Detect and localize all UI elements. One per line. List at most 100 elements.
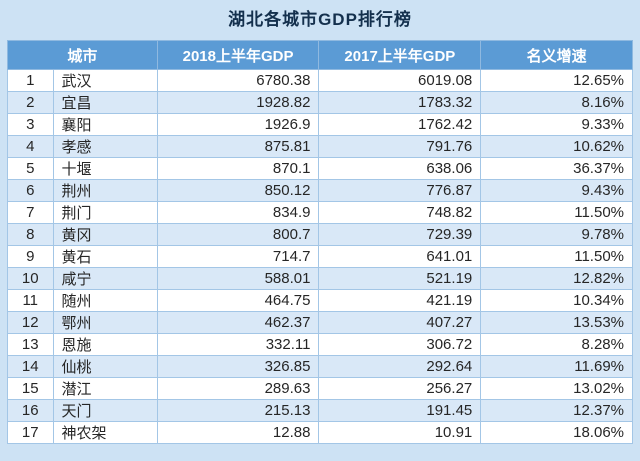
growth-cell: 8.16% — [480, 91, 633, 114]
rank-cell: 4 — [7, 135, 54, 158]
table-row: 8 黄冈 800.7 729.39 9.78% — [7, 223, 633, 246]
gdp-2018-cell: 215.13 — [156, 399, 320, 422]
gdp-2018-cell: 850.12 — [156, 179, 320, 202]
city-cell: 荆门 — [52, 201, 158, 224]
rank-cell: 8 — [7, 223, 54, 246]
gdp-2017-cell: 641.01 — [318, 245, 482, 268]
table-row: 1 武汉 6780.38 6019.08 12.65% — [7, 69, 633, 92]
growth-cell: 11.50% — [480, 245, 633, 268]
table-row: 14 仙桃 326.85 292.64 11.69% — [7, 355, 633, 378]
growth-cell: 13.02% — [480, 377, 633, 400]
gdp-2017-cell: 10.91 — [318, 421, 482, 444]
rank-cell: 13 — [7, 333, 54, 356]
table-row: 17 神农架 12.88 10.91 18.06% — [7, 421, 633, 444]
gdp-2017-cell: 1762.42 — [318, 113, 482, 136]
city-cell: 神农架 — [52, 421, 158, 444]
growth-cell: 36.37% — [480, 157, 633, 180]
gdp-2017-cell: 748.82 — [318, 201, 482, 224]
rank-cell: 11 — [7, 289, 54, 312]
gdp-2017-cell: 776.87 — [318, 179, 482, 202]
rank-cell: 14 — [7, 355, 54, 378]
city-cell: 襄阳 — [52, 113, 158, 136]
rank-cell: 15 — [7, 377, 54, 400]
gdp-2017-cell: 729.39 — [318, 223, 482, 246]
city-cell: 仙桃 — [52, 355, 158, 378]
growth-cell: 11.50% — [480, 201, 633, 224]
growth-cell: 18.06% — [480, 421, 633, 444]
table-row: 13 恩施 332.11 306.72 8.28% — [7, 333, 633, 356]
city-cell: 十堰 — [52, 157, 158, 180]
gdp-2017-cell: 306.72 — [318, 333, 482, 356]
growth-cell: 9.78% — [480, 223, 633, 246]
growth-cell: 12.37% — [480, 399, 633, 422]
rank-cell: 17 — [7, 421, 54, 444]
gdp-2018-cell: 588.01 — [156, 267, 320, 290]
table-row: 7 荆门 834.9 748.82 11.50% — [7, 201, 633, 224]
table-row: 4 孝感 875.81 791.76 10.62% — [7, 135, 633, 158]
table-row: 3 襄阳 1926.9 1762.42 9.33% — [7, 113, 633, 136]
rank-cell: 16 — [7, 399, 54, 422]
growth-cell: 9.33% — [480, 113, 633, 136]
city-cell: 黄冈 — [52, 223, 158, 246]
gdp-2018-cell: 12.88 — [156, 421, 320, 444]
gdp-2017-cell: 791.76 — [318, 135, 482, 158]
gdp-2018-cell: 326.85 — [156, 355, 320, 378]
city-cell: 黄石 — [52, 245, 158, 268]
gdp-2017-cell: 521.19 — [318, 267, 482, 290]
gdp-2017-cell: 256.27 — [318, 377, 482, 400]
rank-cell: 2 — [7, 91, 54, 114]
table-row: 9 黄石 714.7 641.01 11.50% — [7, 245, 633, 268]
gdp-table: 城市 2018上半年GDP 2017上半年GDP 名义增速 1 武汉 6780.38… — [7, 40, 633, 444]
gdp-2018-cell: 714.7 — [156, 245, 320, 268]
city-cell: 武汉 — [52, 69, 158, 92]
table-row: 10 咸宁 588.01 521.19 12.82% — [7, 267, 633, 290]
column-header-gdp-2017: 2017上半年GDP — [318, 40, 482, 70]
gdp-2017-cell: 407.27 — [318, 311, 482, 334]
gdp-2018-cell: 870.1 — [156, 157, 320, 180]
rank-cell: 7 — [7, 201, 54, 224]
city-cell: 天门 — [52, 399, 158, 422]
gdp-2017-cell: 421.19 — [318, 289, 482, 312]
city-cell: 荆州 — [52, 179, 158, 202]
city-cell: 孝感 — [52, 135, 158, 158]
growth-cell: 9.43% — [480, 179, 633, 202]
table-row: 15 潜江 289.63 256.27 13.02% — [7, 377, 633, 400]
column-header-growth: 名义增速 — [480, 40, 633, 70]
city-cell: 鄂州 — [52, 311, 158, 334]
gdp-2018-cell: 834.9 — [156, 201, 320, 224]
table-row: 16 天门 215.13 191.45 12.37% — [7, 399, 633, 422]
growth-cell: 8.28% — [480, 333, 633, 356]
growth-cell: 13.53% — [480, 311, 633, 334]
gdp-2017-cell: 1783.32 — [318, 91, 482, 114]
gdp-2018-cell: 800.7 — [156, 223, 320, 246]
gdp-2017-cell: 292.64 — [318, 355, 482, 378]
table-row: 2 宜昌 1928.82 1783.32 8.16% — [7, 91, 633, 114]
rank-cell: 5 — [7, 157, 54, 180]
gdp-2018-cell: 464.75 — [156, 289, 320, 312]
rank-cell: 1 — [7, 69, 54, 92]
city-cell: 宜昌 — [52, 91, 158, 114]
rank-cell: 10 — [7, 267, 54, 290]
growth-cell: 12.65% — [480, 69, 633, 92]
table-row: 12 鄂州 462.37 407.27 13.53% — [7, 311, 633, 334]
gdp-2017-cell: 191.45 — [318, 399, 482, 422]
city-cell: 恩施 — [52, 333, 158, 356]
growth-cell: 11.69% — [480, 355, 633, 378]
growth-cell: 10.62% — [480, 135, 633, 158]
gdp-2018-cell: 6780.38 — [156, 69, 320, 92]
table-row: 5 十堰 870.1 638.06 36.37% — [7, 157, 633, 180]
gdp-2018-cell: 1928.82 — [156, 91, 320, 114]
gdp-2018-cell: 875.81 — [156, 135, 320, 158]
table-row: 11 随州 464.75 421.19 10.34% — [7, 289, 633, 312]
gdp-2017-cell: 6019.08 — [318, 69, 482, 92]
column-header-city: 城市 — [7, 40, 158, 70]
gdp-2017-cell: 638.06 — [318, 157, 482, 180]
growth-cell: 10.34% — [480, 289, 633, 312]
column-header-gdp-2018: 2018上半年GDP — [156, 40, 320, 70]
gdp-2018-cell: 289.63 — [156, 377, 320, 400]
gdp-2018-cell: 332.11 — [156, 333, 320, 356]
rank-cell: 9 — [7, 245, 54, 268]
city-cell: 潜江 — [52, 377, 158, 400]
rank-cell: 6 — [7, 179, 54, 202]
